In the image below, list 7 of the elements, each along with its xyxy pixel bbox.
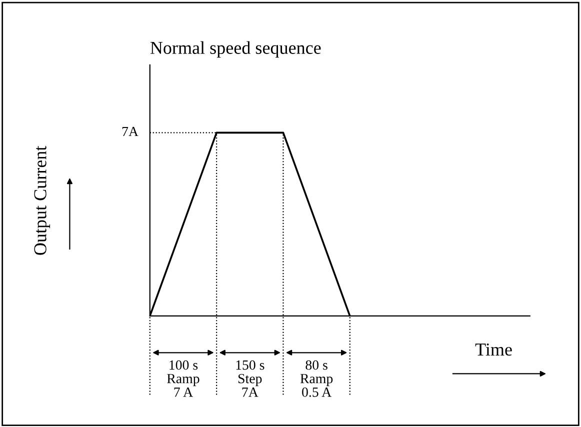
text: 100 s Ramp 7 A xyxy=(167,360,200,397)
text: Time xyxy=(475,344,512,356)
chart-title: Normal speed sequence xyxy=(150,41,321,58)
text: 80 s Ramp 0.5 A xyxy=(300,360,333,397)
y-axis-title: Output Current xyxy=(34,146,50,255)
annotation: 7A xyxy=(122,126,138,136)
text: 150 s Step 7A xyxy=(236,360,264,397)
